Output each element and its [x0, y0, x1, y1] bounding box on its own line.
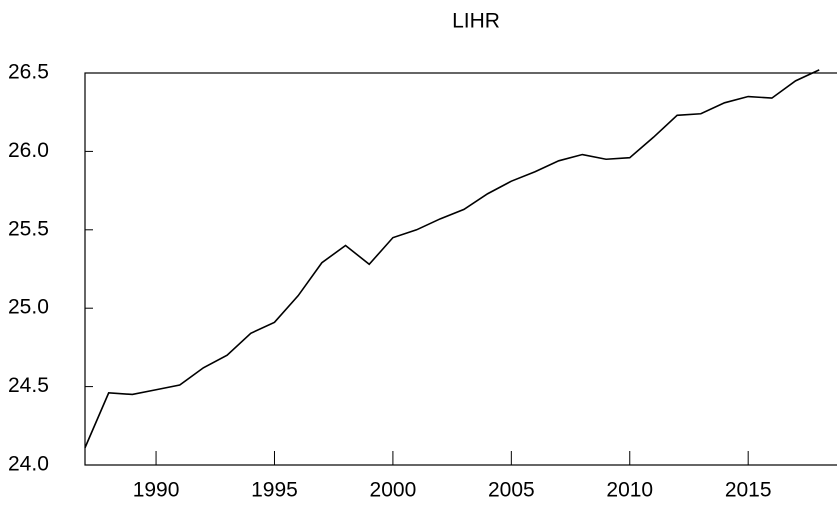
y-tick-label: 26.0 — [8, 139, 49, 162]
x-tick-label: 2000 — [370, 479, 417, 502]
line-series — [84, 69, 820, 449]
x-tick-label: 2010 — [606, 479, 653, 502]
x-tick-label: 1990 — [133, 479, 180, 502]
y-tick-label: 25.0 — [8, 296, 49, 319]
y-tick-label: 26.5 — [8, 61, 49, 84]
y-tick-label: 24.0 — [8, 453, 49, 476]
plot-frame — [84, 72, 837, 466]
x-tick-label: 1995 — [251, 479, 298, 502]
x-tick-label: 2005 — [488, 479, 535, 502]
chart-title: LIHR — [452, 10, 500, 33]
x-tick-label: 2015 — [725, 479, 772, 502]
y-tick-label: 24.5 — [8, 374, 49, 397]
y-tick-label: 25.5 — [8, 217, 49, 240]
